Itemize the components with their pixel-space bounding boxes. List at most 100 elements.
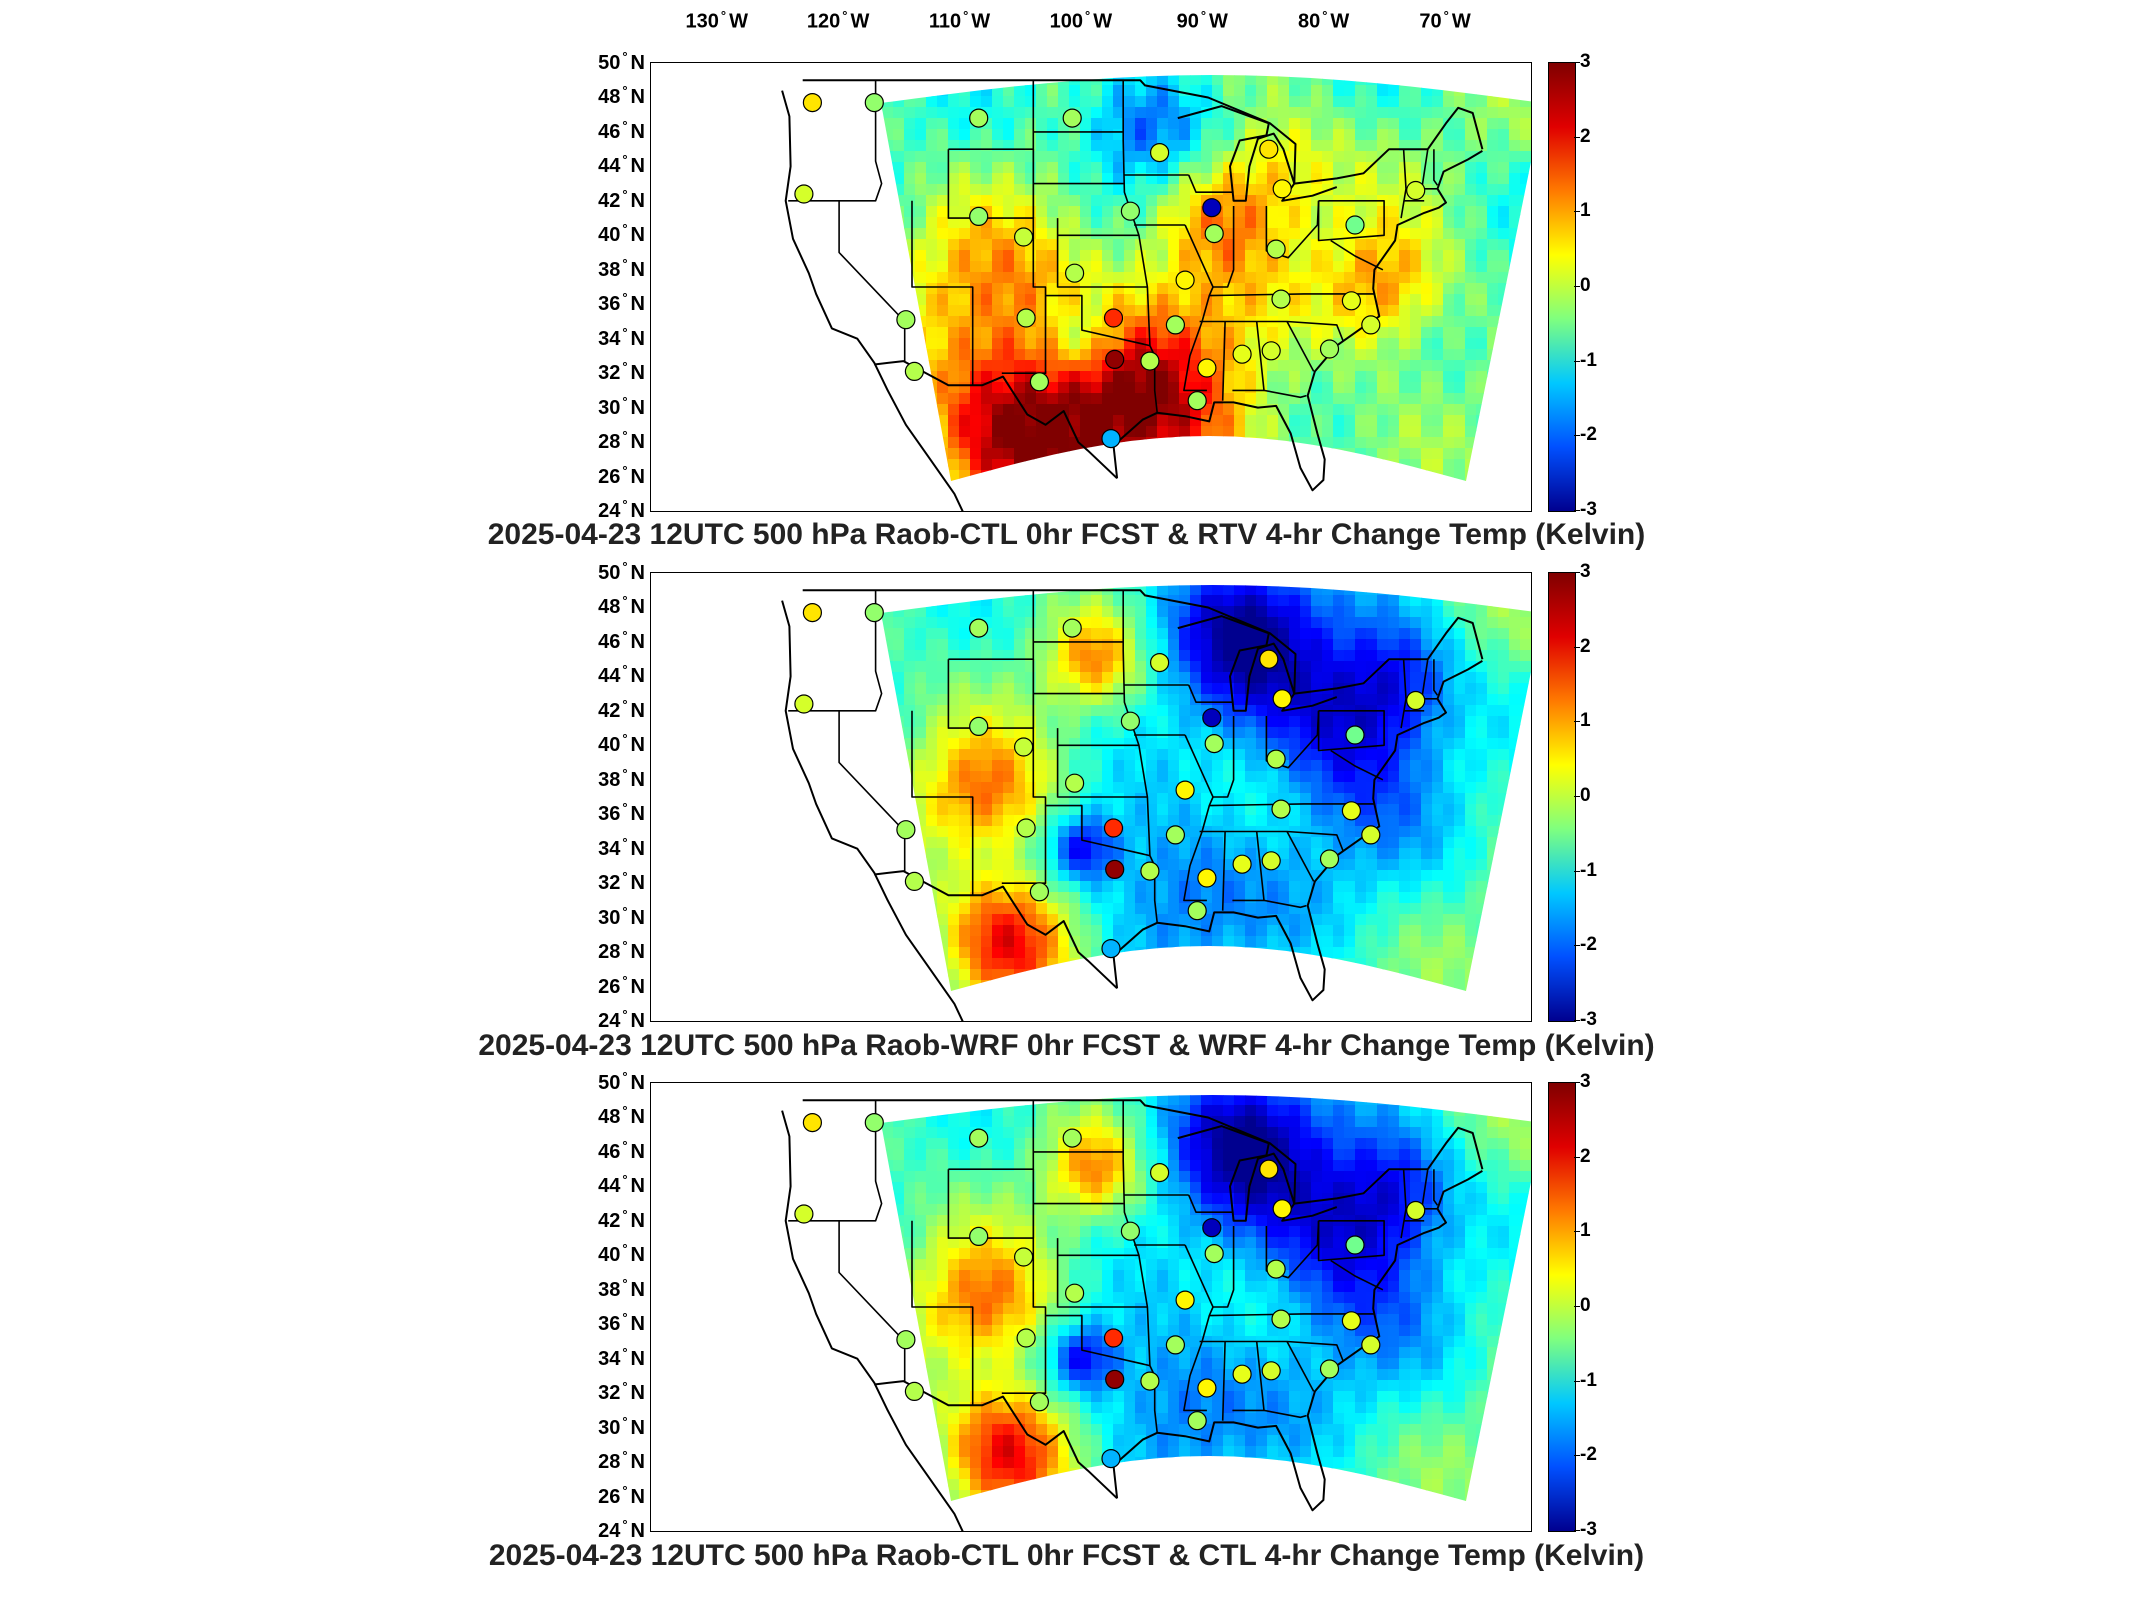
lat-tick-label: 36 ° N bbox=[598, 290, 645, 316]
map-frame bbox=[650, 62, 1532, 512]
raob-station-marker bbox=[1232, 344, 1252, 364]
lat-tick-label: 30 ° N bbox=[598, 393, 645, 419]
raob-station-marker bbox=[896, 820, 916, 840]
colorbar-tick-label: 2 bbox=[1580, 125, 1591, 147]
colorbar-tick-mark bbox=[1574, 1380, 1580, 1382]
lat-tick-label: 38 ° N bbox=[598, 765, 645, 791]
raob-station-marker bbox=[864, 1112, 884, 1133]
raob-station-marker bbox=[1345, 215, 1365, 235]
latitude-axis: 50 ° N 48 ° N 46 ° N 44 ° N 42 ° N 40 ° N 38 ° N 36 ° N 34 ° N 32 ° N… bbox=[560, 1069, 645, 1542]
raob-station-marker bbox=[1197, 358, 1217, 378]
colorbar-tick-mark bbox=[1574, 435, 1580, 437]
raob-station-marker bbox=[1272, 689, 1292, 709]
colorbar-tick-label: 0 bbox=[1580, 785, 1591, 806]
colorbar-tick-mark bbox=[1574, 1455, 1580, 1457]
colorbar-tick-label: 1 bbox=[1580, 1220, 1591, 1242]
raob-station-marker bbox=[1271, 289, 1291, 309]
colorbar-tick-label: -3 bbox=[1580, 1519, 1597, 1540]
raob-station-marker bbox=[1259, 649, 1279, 669]
raob-station-marker bbox=[1187, 1411, 1207, 1431]
raob-station-marker bbox=[1014, 1247, 1034, 1267]
raob-station-marker bbox=[1029, 882, 1049, 902]
raob-station-marker bbox=[1165, 1335, 1186, 1355]
raob-station-marker bbox=[1261, 1361, 1281, 1381]
lat-tick-label: 26 ° N bbox=[598, 462, 645, 488]
colorbar-tick-mark bbox=[1574, 136, 1580, 138]
map-panel-rtv: 50 ° N 48 ° N 46 ° N 44 ° N 42 ° N 40 ° N 38 ° N 36 ° N 34 ° N 32 ° N… bbox=[0, 0, 2133, 551]
raob-station-marker bbox=[969, 716, 989, 736]
raob-station-marker bbox=[1065, 263, 1085, 283]
lat-tick-label: 50 ° N bbox=[598, 49, 645, 74]
raob-station-marker bbox=[1016, 818, 1036, 838]
raob-station-marker bbox=[1341, 801, 1362, 821]
raob-station-marker bbox=[1204, 224, 1224, 244]
lat-tick-label: 34 ° N bbox=[598, 324, 645, 350]
colorbar-tick-mark bbox=[1574, 360, 1580, 362]
raob-station-marker bbox=[802, 92, 822, 113]
colorbar-tick-label: 0 bbox=[1580, 1295, 1591, 1316]
raob-station-marker bbox=[1140, 351, 1160, 371]
raob-station-marker bbox=[1271, 799, 1291, 819]
lat-tick-label: 28 ° N bbox=[598, 428, 645, 453]
raob-station-marker bbox=[1175, 1290, 1195, 1310]
lat-tick-label: 28 ° N bbox=[598, 1448, 645, 1473]
colorbar-tick-mark bbox=[1574, 211, 1580, 213]
raob-station-marker bbox=[1319, 1359, 1340, 1379]
raob-station-marker bbox=[1266, 749, 1286, 769]
raob-station-marker bbox=[1165, 825, 1186, 845]
raob-station-marker bbox=[1165, 315, 1186, 335]
lat-tick-label: 26 ° N bbox=[598, 1482, 645, 1508]
colorbar-tick-label: 2 bbox=[1580, 1145, 1591, 1167]
raob-station-marker bbox=[1120, 711, 1140, 731]
lat-tick-label: 32 ° N bbox=[598, 1379, 645, 1404]
lat-tick-label: 42 ° N bbox=[598, 1207, 645, 1232]
raob-station-marker bbox=[1062, 618, 1082, 638]
raob-station-marker bbox=[1029, 1392, 1049, 1412]
colorbar-tick-label: -2 bbox=[1580, 934, 1597, 956]
colorbar-tick-mark bbox=[1574, 721, 1580, 723]
colorbar-tick-label: -3 bbox=[1580, 499, 1597, 520]
latitude-axis: 50 ° N 48 ° N 46 ° N 44 ° N 42 ° N 40 ° N 38 ° N 36 ° N 34 ° N 32 ° N… bbox=[560, 559, 645, 1032]
lat-tick-label: 38 ° N bbox=[598, 255, 645, 281]
map-frame bbox=[650, 1082, 1532, 1532]
colorbar-ticks: 3 2 1 0 -1 -2 -3 bbox=[1580, 1071, 1640, 1540]
lat-tick-label: 50 ° N bbox=[598, 559, 645, 584]
lat-tick-label: 30 ° N bbox=[598, 1413, 645, 1439]
raob-station-marker bbox=[1197, 1378, 1217, 1398]
raob-station-marker bbox=[1204, 1244, 1224, 1264]
lat-tick-label: 24 ° N bbox=[598, 497, 645, 522]
raob-station-marker bbox=[1065, 1283, 1085, 1303]
colorbar-tick-label: 1 bbox=[1580, 200, 1591, 222]
colorbar-tick-mark bbox=[1574, 62, 1580, 63]
raob-station-marker bbox=[969, 618, 989, 638]
raob-station-marker bbox=[794, 1204, 814, 1224]
colorbar-tick-mark bbox=[1574, 510, 1580, 511]
raob-station-marker bbox=[1187, 901, 1207, 921]
raob-station-marker bbox=[1103, 1328, 1124, 1348]
colorbar-tick-mark bbox=[1574, 796, 1580, 797]
lat-tick-label: 36 ° N bbox=[598, 1310, 645, 1336]
colorbar-tick-label: 3 bbox=[1580, 1071, 1591, 1092]
raob-station-marker bbox=[1272, 1199, 1292, 1219]
raob-station-marker bbox=[1266, 239, 1286, 259]
colorbar bbox=[1548, 572, 1576, 1022]
lat-tick-label: 40 ° N bbox=[598, 731, 645, 757]
raob-station-marker bbox=[1101, 429, 1121, 449]
lon-tick-label: 80 ° W bbox=[1297, 8, 1350, 33]
colorbar-tick-mark bbox=[1574, 646, 1580, 648]
raob-station-marker bbox=[1341, 291, 1362, 311]
longitude-axis: 130 ° W 120 ° W 110 ° W 100 ° W 90 ° W 80 ° W 70 ° W bbox=[0, 0, 2133, 40]
raob-station-marker bbox=[802, 1112, 822, 1133]
colorbar-tick-label: -1 bbox=[1580, 349, 1597, 371]
raob-station-marker bbox=[1187, 391, 1207, 411]
raob-station-marker bbox=[969, 1128, 989, 1148]
lat-tick-label: 40 ° N bbox=[598, 1241, 645, 1267]
raob-station-marker bbox=[1016, 308, 1036, 328]
lat-tick-label: 44 ° N bbox=[598, 152, 645, 178]
colorbar-tick-label: 1 bbox=[1580, 710, 1591, 732]
raob-station-marker bbox=[1140, 861, 1160, 881]
raob-station-marker bbox=[904, 1381, 924, 1401]
raob-station-marker bbox=[1345, 725, 1365, 745]
colorbar-tick-label: -3 bbox=[1580, 1009, 1597, 1030]
panel-title: 2025-04-23 12UTC 500 hPa Raob-CTL 0hr FC… bbox=[487, 518, 1646, 551]
